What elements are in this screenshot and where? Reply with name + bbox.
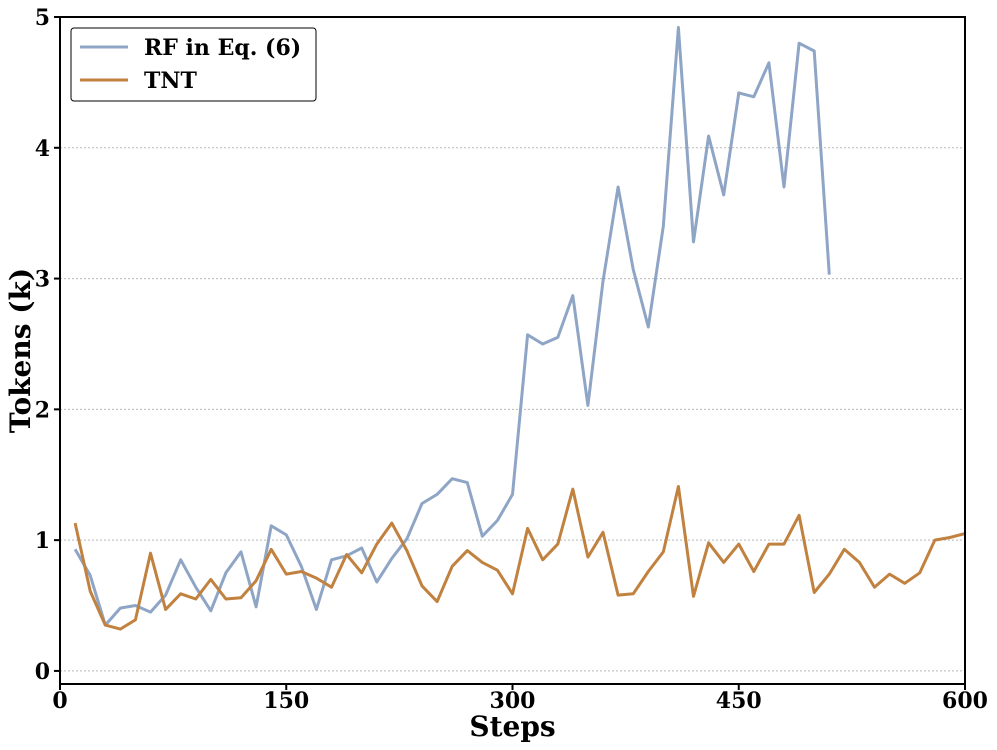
y-tick-label: 3 xyxy=(35,267,50,293)
legend-label-tnt: TNT xyxy=(144,68,197,94)
y-tick-label: 0 xyxy=(35,659,50,685)
y-axis-title: Tokens (k) xyxy=(4,268,37,433)
x-tick-label: 0 xyxy=(52,688,67,714)
series-line-1 xyxy=(73,485,966,631)
x-axis-title: Steps xyxy=(469,710,555,743)
legend: RF in Eq. (6) TNT xyxy=(70,27,317,102)
y-tick-label: 2 xyxy=(35,397,50,423)
x-tick-label: 300 xyxy=(490,688,536,714)
x-tick-label: 600 xyxy=(942,688,988,714)
y-tick-label: 1 xyxy=(35,528,50,554)
axis-ticks: 0 150 300 450 600 0 1 2 3 4 5 xyxy=(35,5,988,714)
legend-box xyxy=(70,27,317,102)
x-tick-label: 450 xyxy=(716,688,762,714)
grid-lines xyxy=(60,147,965,672)
plot-frame xyxy=(59,16,966,685)
series-line-0 xyxy=(73,26,831,627)
series-lines xyxy=(73,26,966,631)
y-tick-label: 5 xyxy=(35,5,50,31)
y-tick-label: 4 xyxy=(35,136,50,162)
legend-label-rf: RF in Eq. (6) xyxy=(144,35,301,61)
x-tick-label: 150 xyxy=(263,688,309,714)
